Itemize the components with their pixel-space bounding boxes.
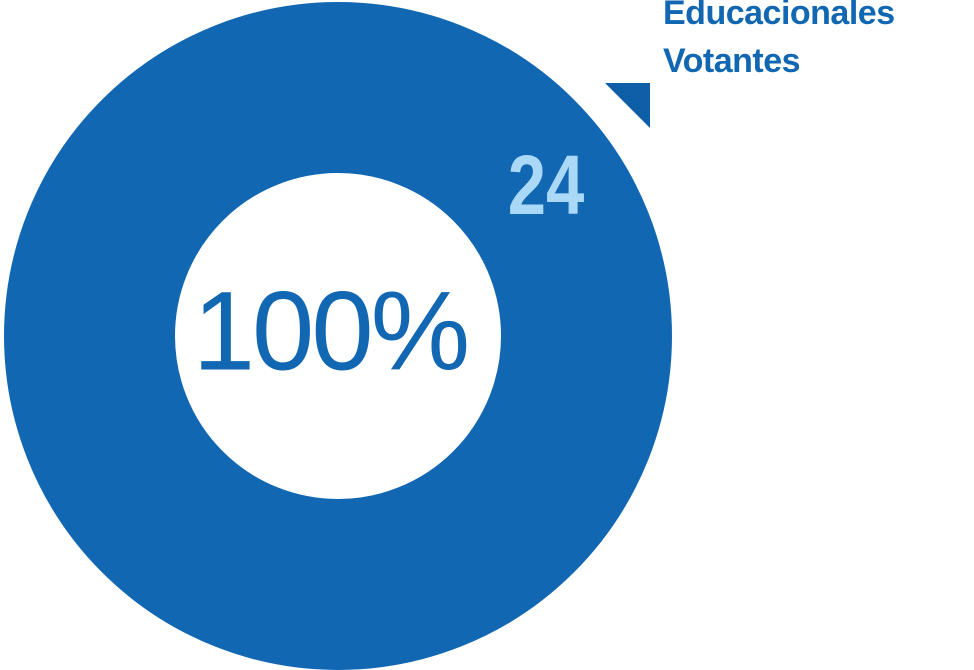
center-label: 100%	[193, 269, 467, 394]
legend-label: Educacionales Votantes	[663, 0, 895, 80]
total-label: 24	[508, 139, 585, 233]
legend-marker	[605, 83, 650, 128]
donut-segment	[4, 2, 672, 670]
